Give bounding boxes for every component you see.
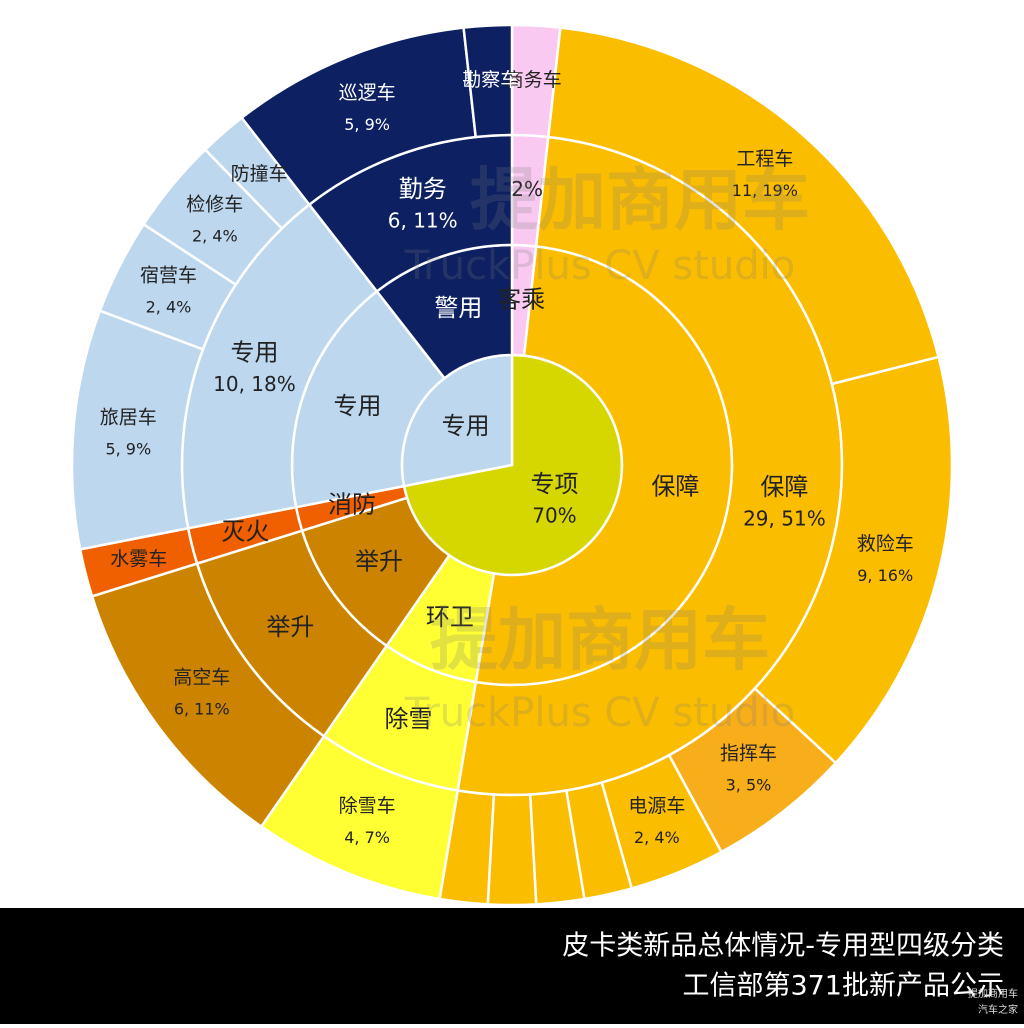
segment-label: 检修车 xyxy=(186,194,243,216)
segment-label: 专用 xyxy=(442,412,490,440)
value-label: 6, 11% xyxy=(174,700,230,719)
segment-label: 举升 xyxy=(266,613,314,641)
segment xyxy=(486,793,538,907)
segment-label: 举升 xyxy=(355,548,403,576)
title-bar xyxy=(0,908,1024,1024)
segment-label: 保障 xyxy=(760,473,808,501)
value-label: 5, 9% xyxy=(344,115,390,134)
value-label: 10, 18% xyxy=(213,372,296,396)
segment-label: 除雪车 xyxy=(339,795,396,817)
segment xyxy=(70,309,205,551)
watermark: TruckPlus CV studio xyxy=(404,690,796,736)
segment-label: 环卫 xyxy=(426,603,474,631)
watermarks: 提加商用车 TruckPlus CV studio 提加商用车 TruckPlu… xyxy=(404,162,810,736)
segment-label: 宿营车 xyxy=(140,265,197,287)
segment-label: 指挥车 xyxy=(720,742,777,764)
segment-label: 专项 xyxy=(530,470,578,498)
segment-label: 专用 xyxy=(230,339,278,367)
segment-label: 水雾车 xyxy=(110,548,167,570)
watermark: 提加商用车 xyxy=(430,602,770,681)
chart-subtitle: 工信部第371批新产品公示 xyxy=(682,971,1004,1002)
value-label: 29, 51% xyxy=(743,506,826,530)
value-label: 70% xyxy=(532,503,576,527)
chart-title: 皮卡类新品总体情况-专用型四级分类 xyxy=(562,931,1004,962)
segment-label: 防撞车 xyxy=(231,163,288,185)
value-label: 2% xyxy=(511,177,543,201)
segment-label: 电源车 xyxy=(628,795,685,817)
value-label: 2, 4% xyxy=(146,298,192,317)
segment xyxy=(462,23,514,139)
segment-label: 除雪 xyxy=(385,705,433,733)
watermark: 提加商用车 xyxy=(470,162,810,241)
value-label: 9, 16% xyxy=(857,566,913,585)
segment-label: 警用 xyxy=(434,294,482,322)
segment-label: 勘察车 xyxy=(462,69,519,91)
value-label: 5, 9% xyxy=(105,440,151,459)
watermark: TruckPlus CV studio xyxy=(404,243,796,289)
value-label: 2, 4% xyxy=(192,227,238,246)
value-label: 6, 11% xyxy=(388,208,458,232)
value-label: 3, 5% xyxy=(726,775,772,794)
segment-label: 巡逻车 xyxy=(339,82,396,104)
segment-label: 高空车 xyxy=(173,667,230,689)
value-label: 2, 4% xyxy=(634,828,680,847)
segment-label: 专用 xyxy=(333,392,381,420)
segment-label: 商务车 xyxy=(505,69,562,91)
segment-label: 工程车 xyxy=(736,148,793,170)
segment-label: 救险车 xyxy=(857,533,914,555)
value-label: 11, 19% xyxy=(732,181,798,200)
footer-text: 提加商用车 xyxy=(968,987,1018,1000)
segment-label: 客乘 xyxy=(497,285,545,313)
footer-text: 汽车之家 xyxy=(978,1003,1018,1016)
segment-label: 保障 xyxy=(651,473,699,501)
segment-label: 消防 xyxy=(328,491,376,519)
segment-label: 灭火 xyxy=(221,518,269,546)
segment-label: 勤务 xyxy=(399,175,447,203)
segment-label: 旅居车 xyxy=(100,407,157,429)
value-label: 4, 7% xyxy=(344,828,390,847)
